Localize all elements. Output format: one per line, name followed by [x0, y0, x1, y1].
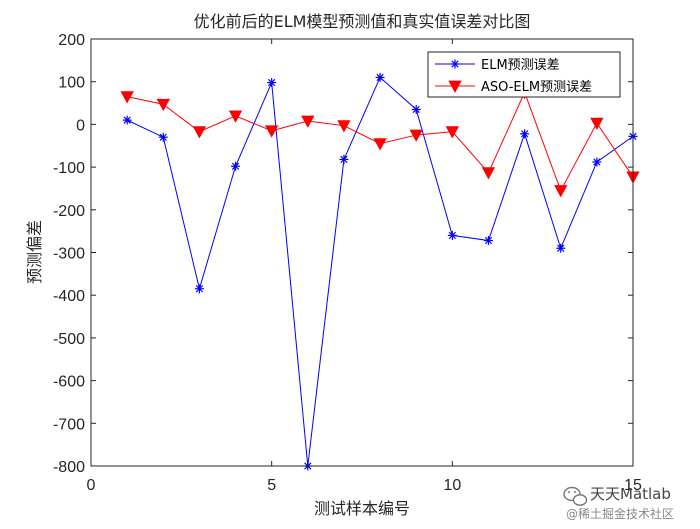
data-point	[445, 126, 460, 139]
data-point	[375, 72, 385, 82]
legend: ELM预测误差 ASO-ELM预测误差	[427, 51, 621, 98]
y-tick-label: -200	[53, 203, 85, 220]
data-point	[194, 284, 204, 294]
data-point	[301, 115, 315, 128]
y-tick-label: 200	[58, 32, 85, 49]
x-axis-label: 测试样本编号	[314, 499, 410, 518]
data-point	[337, 120, 351, 133]
data-point	[228, 110, 243, 123]
watermark-line1: 天天Matlab	[590, 485, 671, 503]
legend-marker	[448, 80, 462, 93]
y-axis-label: 预测偏差	[25, 220, 44, 284]
data-point	[156, 98, 170, 112]
data-point	[447, 230, 457, 240]
data-point	[554, 185, 568, 198]
data-point	[122, 115, 132, 125]
y-tick-label: -600	[53, 374, 85, 391]
data-point	[231, 161, 241, 171]
data-point	[373, 138, 387, 151]
series-1	[122, 72, 638, 471]
plot-area	[91, 39, 633, 466]
y-tick-label: -800	[53, 459, 85, 476]
data-point	[264, 125, 279, 138]
data-point	[158, 132, 168, 142]
legend-box	[427, 51, 621, 98]
y-tick-label: -300	[53, 246, 85, 263]
legend-marker	[450, 59, 460, 69]
x-tick-label: 10	[443, 477, 461, 494]
y-tick-label: -700	[53, 416, 85, 433]
watermark-line2: @稀土掘金技术社区	[566, 506, 674, 521]
plot-background	[91, 39, 633, 466]
y-tick-label: 100	[58, 75, 85, 92]
x-tick-label: 5	[267, 477, 276, 494]
y-tick-label: -100	[53, 160, 85, 177]
y-tick-label: -400	[53, 288, 85, 305]
y-tick-label: -500	[53, 331, 85, 348]
wechat-icon	[563, 486, 588, 506]
data-point	[556, 243, 566, 253]
chart-title: 优化前后的ELM模型预测值和真实值误差对比图	[194, 12, 531, 31]
legend-entry-1: ELM预测误差	[435, 58, 560, 73]
legend-label: ELM预测误差	[481, 58, 560, 73]
data-point	[192, 126, 207, 139]
x-tick-label: 0	[87, 477, 96, 494]
data-point	[520, 129, 530, 139]
data-point	[411, 104, 421, 114]
data-point	[592, 157, 602, 167]
y-tick-label: 0	[76, 117, 85, 134]
data-point	[409, 129, 423, 142]
y-axis: 200 100 0 -100 -200 -300 -400 -500 -600 -700 -800	[53, 32, 633, 476]
data-point	[483, 236, 493, 246]
x-axis: 0 5 10 15	[87, 39, 642, 494]
watermark: 天天Matlab @稀土掘金技术社区	[563, 485, 674, 521]
data-point	[120, 91, 134, 104]
legend-entry-2: ASO-ELM预测误差	[435, 80, 592, 95]
x-tick-label: 15	[624, 477, 642, 494]
legend-label: ASO-ELM预测误差	[481, 80, 592, 95]
data-point	[267, 78, 277, 88]
data-point	[481, 167, 496, 180]
data-point	[339, 154, 349, 164]
data-point	[590, 117, 604, 130]
